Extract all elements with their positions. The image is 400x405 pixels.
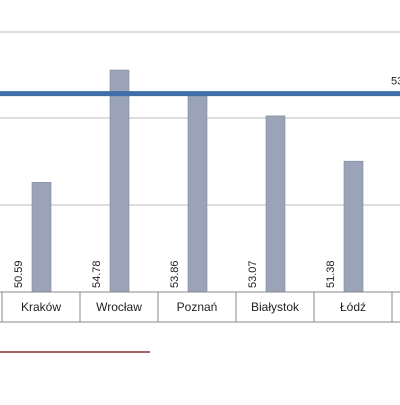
category-label: Łódź [340,300,366,314]
value-label: 53.07 [247,260,259,288]
value-label: 53.86 [169,260,181,288]
bar [187,94,208,293]
value-label: 50.59 [13,260,25,288]
value-label: 51.38 [325,260,337,288]
category-label: Poznań [177,300,218,314]
bar [265,115,286,293]
bar [31,182,52,293]
reference-line-label: 53 [391,76,400,88]
category-label: Białystok [251,300,300,314]
category-label: Wrocław [96,300,142,314]
bar [343,160,364,293]
value-label: 54.78 [91,260,103,288]
category-label: Kraków [21,300,61,314]
bar [109,69,130,293]
